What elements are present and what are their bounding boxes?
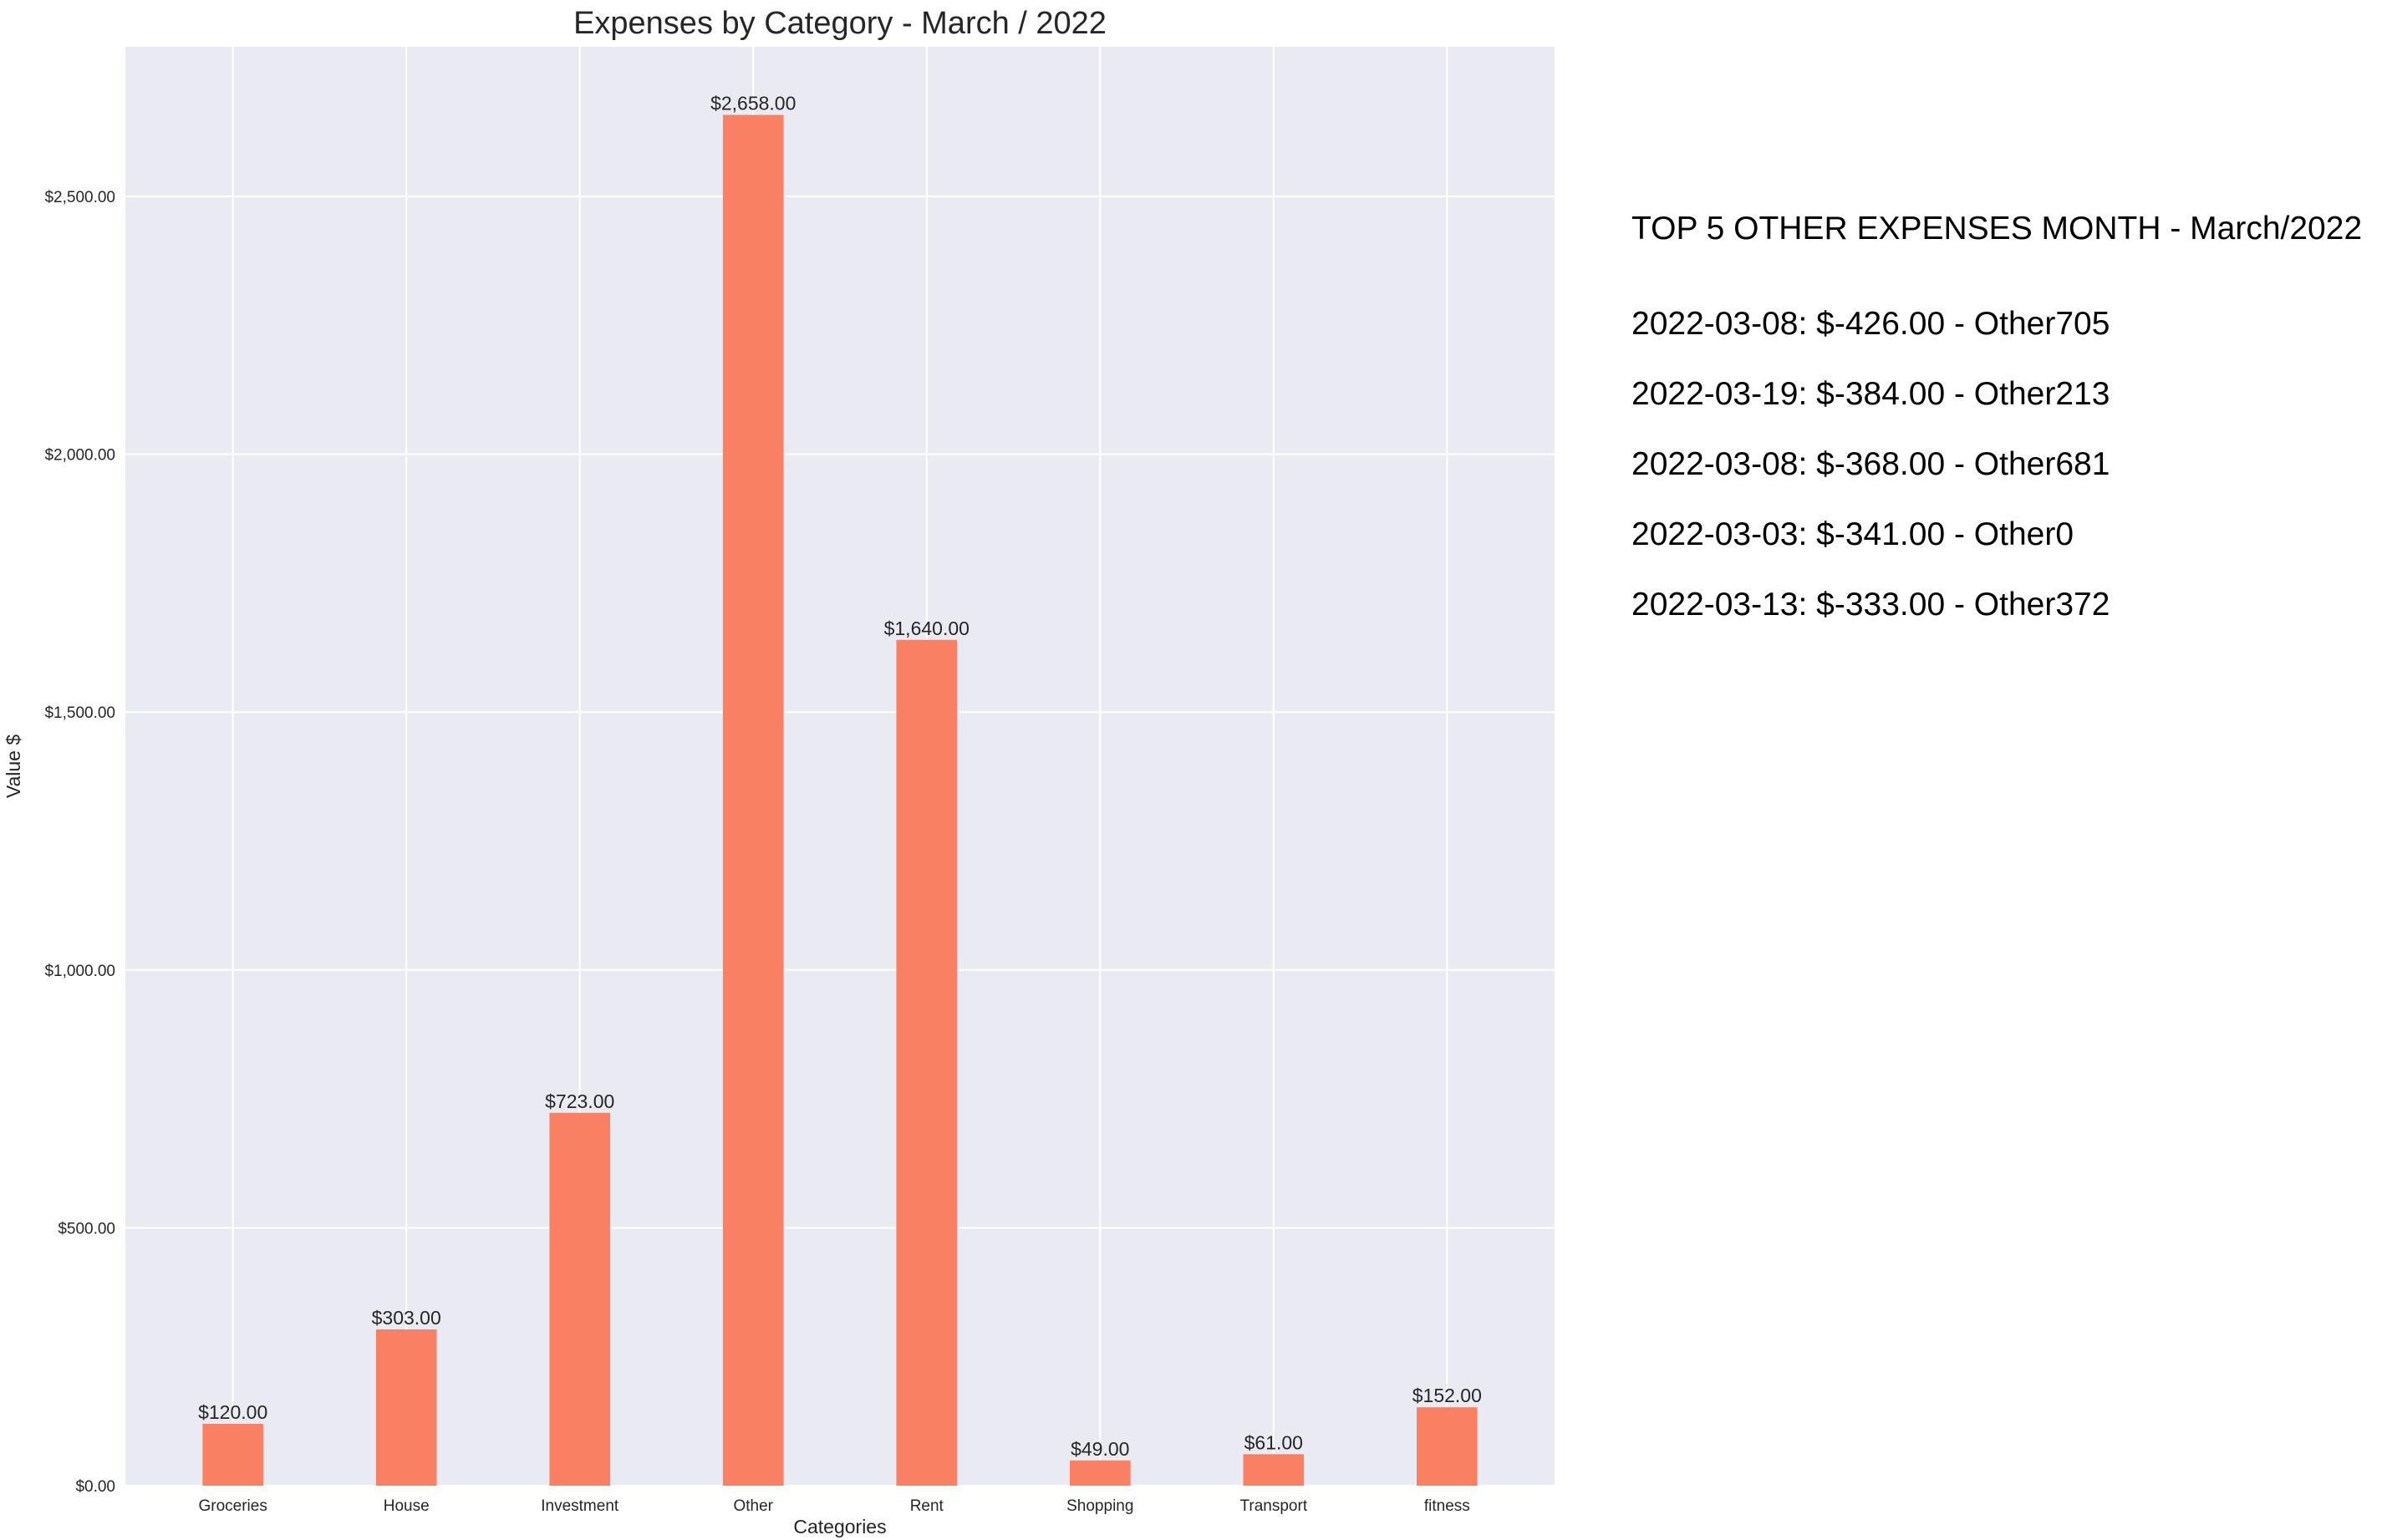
bar	[1417, 1407, 1478, 1486]
y-tick-label: $2,000.00	[44, 447, 115, 465]
top-expense-item: 2022-03-13: $-333.00 - Other372	[1631, 587, 2110, 623]
x-tick-label: Shopping	[1066, 1497, 1133, 1515]
bar	[375, 1329, 437, 1486]
y-tick-label: $500.00	[58, 1220, 115, 1238]
bar-value-label: $61.00	[1244, 1431, 1303, 1453]
bar	[202, 1423, 263, 1486]
x-tick-label: Other	[733, 1497, 773, 1515]
y-axis-label: Value $	[3, 734, 24, 799]
y-tick-label: $1,000.00	[44, 963, 115, 980]
x-tick-label: Investment	[541, 1497, 619, 1515]
chart-title: Expenses by Category - March / 2022	[573, 6, 1107, 41]
bar-labels: $120.00 $303.00 $723.00 $2,658.00 $1,640.00 $…	[198, 92, 1482, 1459]
plot-area	[125, 47, 1555, 1486]
top-expenses-title: TOP 5 OTHER EXPENSES MONTH - March/2022	[1631, 211, 2363, 247]
bar-value-label: $1,640.00	[884, 618, 970, 639]
bar-value-label: $723.00	[545, 1090, 614, 1112]
bar-value-label: $49.00	[1071, 1438, 1129, 1460]
top-expenses-list: 2022-03-08: $-426.00 - Other705 2022-03-…	[1631, 299, 2375, 630]
x-axis-label: Categories	[793, 1516, 886, 1537]
x-tick-label: House	[384, 1497, 430, 1515]
bars	[202, 114, 1478, 1487]
bar	[722, 114, 784, 1487]
y-tick-labels: $0.00 $500.00 $1,000.00 $1,500.00 $2,000.00 $…	[44, 189, 115, 1496]
x-tick-label: fitness	[1424, 1497, 1470, 1515]
x-tick-label: Groceries	[198, 1497, 267, 1515]
bar-value-label: $2,658.00	[710, 92, 796, 114]
x-tick-label: Transport	[1240, 1497, 1308, 1515]
y-tick-label: $2,500.00	[44, 189, 115, 206]
bar-value-label: $152.00	[1412, 1385, 1482, 1406]
top-expense-item: 2022-03-19: $-384.00 - Other213	[1631, 376, 2110, 412]
y-tick-label: $1,500.00	[44, 704, 115, 722]
grid-lines	[125, 47, 1555, 1487]
top-expenses-panel: TOP 5 OTHER EXPENSES MONTH - March/2022 …	[1631, 204, 2375, 650]
x-tick-label: Rent	[910, 1497, 944, 1515]
x-tick-labels: Groceries House Investment Other Rent Shoppin…	[198, 1497, 1469, 1515]
bar	[1243, 1454, 1305, 1486]
bar	[549, 1112, 611, 1486]
bar	[896, 639, 958, 1486]
y-tick-label: $0.00	[75, 1478, 115, 1496]
top-expense-item: 2022-03-03: $-341.00 - Other0	[1631, 516, 2074, 552]
bar-chart: $120.00 $303.00 $723.00 $2,658.00 $1,640.00 $…	[3, 6, 1555, 1537]
bar-value-label: $120.00	[198, 1401, 267, 1423]
bar	[1069, 1460, 1131, 1486]
bar-value-label: $303.00	[372, 1307, 441, 1329]
top-expense-item: 2022-03-08: $-426.00 - Other705	[1631, 306, 2110, 342]
top-expense-item: 2022-03-08: $-368.00 - Other681	[1631, 446, 2110, 482]
